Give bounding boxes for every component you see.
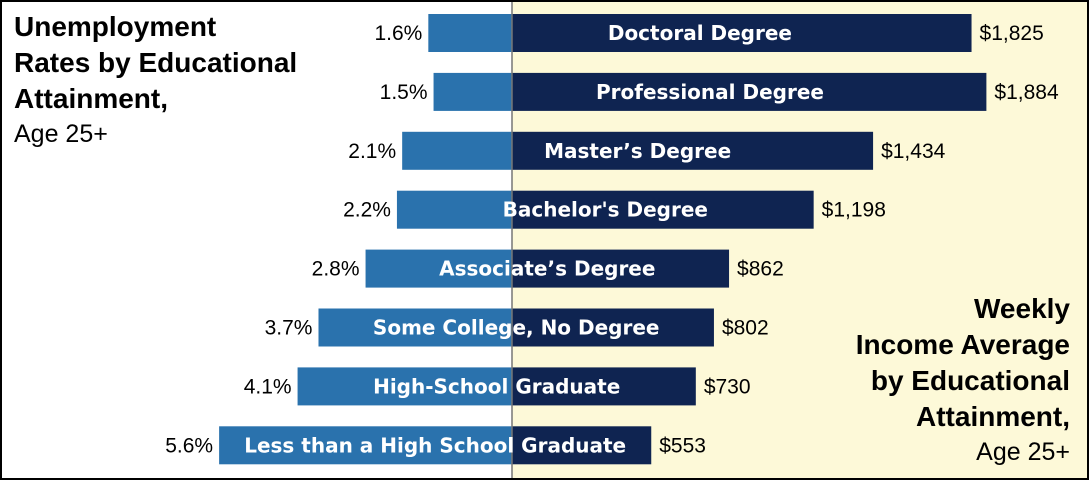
left-title: Unemployment Rates by Educational Attain… [14, 11, 297, 148]
income-value-label: $802 [722, 317, 769, 340]
income-bar [512, 308, 714, 347]
unemployment-bar [428, 14, 512, 52]
income-value-label: $553 [659, 434, 706, 457]
unemployment-value-label: 3.7% [265, 317, 313, 340]
unemployment-value-label: 4.1% [244, 375, 292, 398]
unemployment-value-label: 2.1% [348, 140, 396, 163]
income-bar [512, 131, 874, 170]
right-title-line-4: Attainment, [916, 401, 1070, 432]
category-label: Associate’s Degree [439, 257, 655, 281]
unemployment-bar [365, 249, 512, 288]
income-bar [512, 426, 652, 465]
unemployment-bar [433, 72, 512, 111]
right-title: Weekly Income Average by Educational Att… [856, 293, 1071, 466]
left-title-subtitle: Age 25+ [14, 120, 108, 148]
unemployment-bar [396, 190, 512, 229]
right-title-subtitle: Age 25+ [976, 438, 1070, 466]
unemployment-bar [219, 426, 512, 465]
income-value-label: $862 [737, 258, 784, 281]
left-title-line-1: Unemployment [14, 11, 216, 42]
category-label: Doctoral Degree [608, 21, 792, 45]
left-title-line-2: Rates by Educational [14, 47, 297, 78]
unemployment-bar [318, 308, 512, 347]
category-label: Master’s Degree [544, 139, 731, 163]
income-value-label: $1,884 [994, 81, 1059, 104]
category-label: Professional Degree [596, 80, 824, 104]
unemployment-value-label: 2.2% [343, 199, 391, 222]
income-bar [512, 190, 814, 229]
unemployment-value-label: 2.8% [312, 258, 360, 281]
income-bar [512, 367, 696, 406]
labels-layer: 1.6% $1,825 Doctoral Degree 1.5% $1,884 Profe… [165, 21, 1059, 457]
unemployment-value-label: 1.5% [380, 81, 428, 104]
income-bar [512, 249, 730, 288]
income-value-label: $1,198 [822, 199, 886, 222]
right-title-line-2: Income Average [856, 329, 1070, 360]
income-value-label: $1,434 [881, 140, 946, 163]
bars-layer [219, 14, 987, 465]
category-label: High-School Graduate [373, 374, 620, 398]
income-value-label: $730 [704, 375, 751, 398]
income-bar [512, 72, 987, 111]
unemployment-bar [402, 131, 512, 170]
unemployment-value-label: 1.6% [374, 22, 422, 45]
category-label: Less than a High School Graduate [244, 433, 626, 457]
category-label: Bachelor's Degree [503, 198, 708, 222]
right-title-line-3: by Educational [871, 365, 1070, 396]
income-value-label: $1,825 [980, 22, 1044, 45]
income-bar [512, 14, 972, 52]
right-title-line-1: Weekly [974, 293, 1070, 324]
left-title-line-3: Attainment, [14, 83, 168, 114]
category-label: Some College, No Degree [373, 316, 660, 340]
unemployment-bar [297, 367, 512, 406]
unemployment-value-label: 5.6% [165, 434, 213, 457]
